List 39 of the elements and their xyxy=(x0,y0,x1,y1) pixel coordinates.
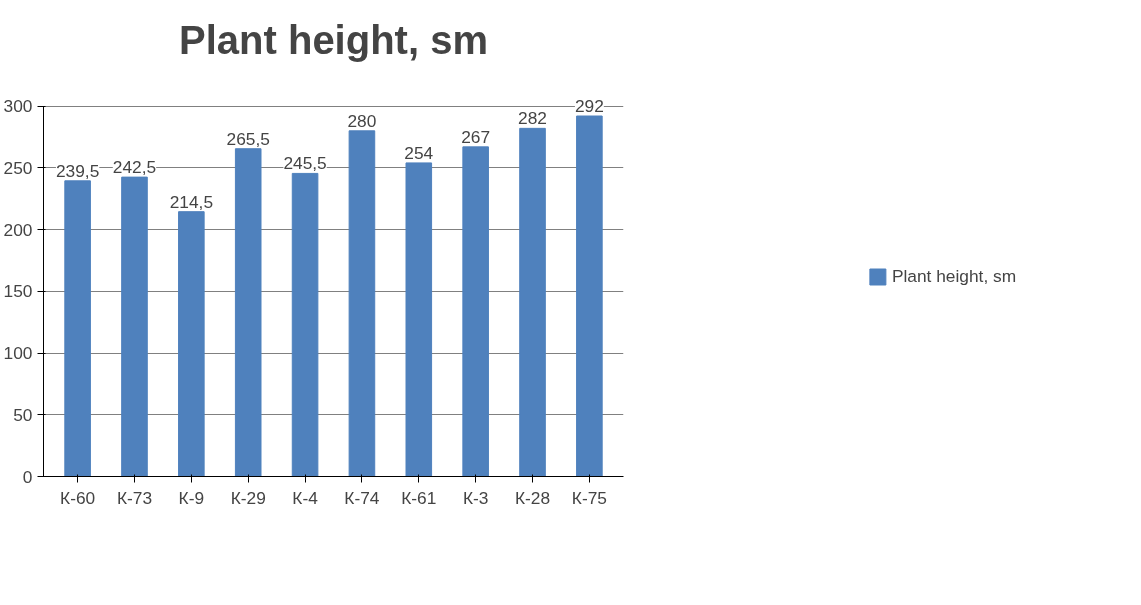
legend-label: Plant height, sm xyxy=(891,265,1017,287)
bar xyxy=(519,127,546,477)
y-tick-label: 50 xyxy=(13,404,33,425)
bar xyxy=(291,172,319,477)
x-tick-label: К-75 xyxy=(571,487,607,508)
y-tick-label: 250 xyxy=(3,157,33,178)
x-tick-label: К-60 xyxy=(60,487,96,508)
bar xyxy=(348,130,376,477)
text: 292 xyxy=(574,96,604,117)
y-tick-label: 100 xyxy=(3,343,33,364)
x-tick-label: К-4 xyxy=(292,487,319,508)
bar xyxy=(178,211,205,477)
y-tick-label: 200 xyxy=(3,219,33,240)
bar xyxy=(121,176,148,477)
x-tick-label: К-3 xyxy=(462,487,489,508)
bar xyxy=(405,162,433,477)
x-tick-label: К-73 xyxy=(116,487,153,508)
text: 239,5 xyxy=(55,160,100,181)
chart-title: Plant height, sm xyxy=(179,17,488,62)
bar xyxy=(576,115,603,477)
text: 265,5 xyxy=(226,128,270,149)
bar xyxy=(64,180,91,477)
text: 282 xyxy=(518,108,547,129)
y-tick-label: 150 xyxy=(3,281,33,302)
text: 254 xyxy=(404,142,434,163)
y-tick-label: 0 xyxy=(22,466,33,487)
bar xyxy=(462,146,489,477)
x-tick-label: К-28 xyxy=(514,487,551,508)
text: 242,5 xyxy=(112,157,157,178)
text: 280 xyxy=(347,110,377,131)
x-tick-label: К-29 xyxy=(230,487,266,508)
bar xyxy=(234,148,262,477)
x-tick-label: К-61 xyxy=(401,487,437,508)
text: 245,5 xyxy=(283,153,327,174)
y-tick-label: 300 xyxy=(3,96,33,117)
text: 267 xyxy=(461,126,491,147)
x-tick-label: К-74 xyxy=(344,487,380,508)
x-tick-label: К-9 xyxy=(178,487,205,508)
text: 214,5 xyxy=(169,191,214,212)
